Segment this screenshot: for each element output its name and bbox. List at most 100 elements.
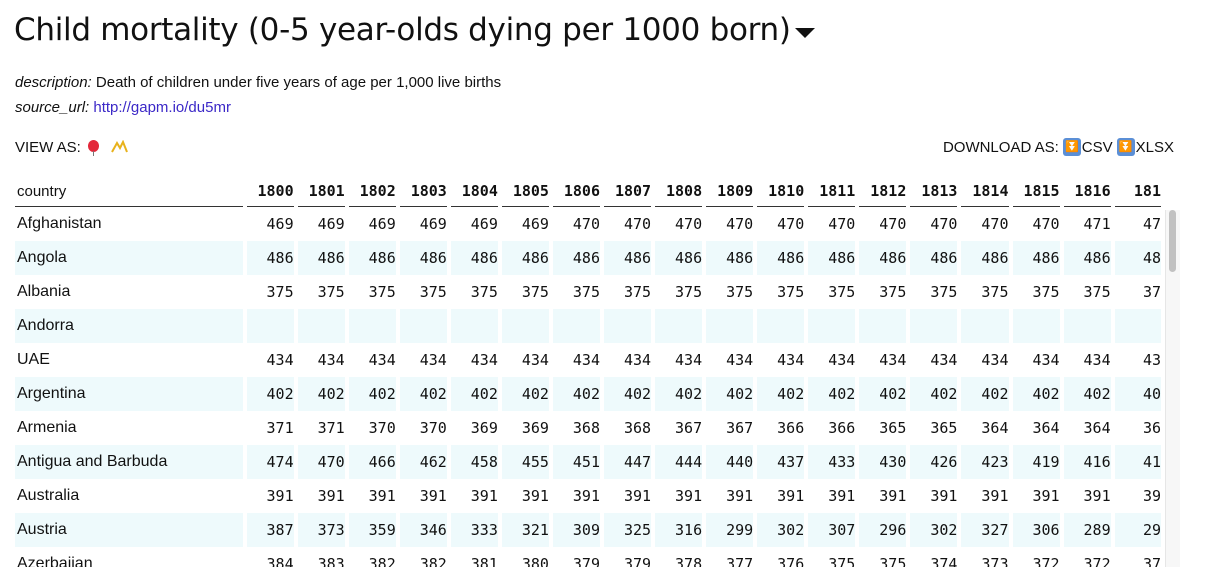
value-cell: 375 xyxy=(572,283,600,301)
year-column-header[interactable]: 1814 xyxy=(961,176,1009,207)
value-cell: 486 xyxy=(348,241,396,275)
value-cell: 391 xyxy=(1032,487,1060,505)
value-cell: 309 xyxy=(552,513,600,547)
table-row: Azerbaijan 384 383 382 382 381 380 379 379 378 377… xyxy=(15,547,1161,567)
value-cell: 375 xyxy=(470,283,498,301)
download-arrow-icon: ⏬ xyxy=(1062,138,1081,156)
balloon-icon[interactable] xyxy=(87,140,99,156)
value-cell: 434 xyxy=(419,351,447,369)
value-cell: 375 xyxy=(419,283,447,301)
year-column-header[interactable]: 1803 xyxy=(399,176,447,207)
value-cell: 470 xyxy=(777,215,805,233)
value-cell: 402 xyxy=(961,377,1009,411)
table-row: Angola 486 486 486 486 486 486 486 486 486 486 486 4… xyxy=(15,241,1161,275)
value-cell: 486 xyxy=(757,241,805,275)
value-cell: 289 xyxy=(1063,513,1111,547)
graph-icon[interactable] xyxy=(110,140,129,154)
country-column-header[interactable]: country xyxy=(15,176,243,207)
year-column-header[interactable]: 1815 xyxy=(1012,176,1060,207)
vertical-scrollbar[interactable] xyxy=(1165,210,1180,567)
value-cell: 375 xyxy=(675,283,703,301)
value-cell: 402 xyxy=(348,377,396,411)
value-cell: 391 xyxy=(981,487,1009,505)
value-cell: 402 xyxy=(655,377,703,411)
value-cell: 471 xyxy=(1083,215,1111,233)
year-column-header[interactable]: 1812 xyxy=(859,176,907,207)
download-xlsx-button[interactable]: ⏬ XLSX xyxy=(1116,138,1174,156)
value-cell: 402 xyxy=(859,377,907,411)
value-cell xyxy=(655,309,703,343)
value-cell: 469 xyxy=(368,215,396,233)
country-cell: Andorra xyxy=(15,309,243,343)
year-column-header[interactable]: 1811 xyxy=(808,176,856,207)
value-cell: 466 xyxy=(348,445,396,479)
value-cell: 306 xyxy=(1012,513,1060,547)
table-row: Argentina 402 402 402 402 402 402 402 402 402 402 4… xyxy=(15,377,1161,411)
year-column-header[interactable]: 181 xyxy=(1114,176,1161,207)
download-xlsx-label: XLSX xyxy=(1135,138,1174,156)
value-cell: 43 xyxy=(1142,351,1161,369)
value-cell: 370 xyxy=(368,419,396,437)
value-cell: 321 xyxy=(501,513,549,547)
value-cell: 486 xyxy=(552,241,600,275)
value-cell: 434 xyxy=(623,351,652,369)
value-cell: 486 xyxy=(1012,241,1060,275)
country-cell: Angola xyxy=(15,241,243,275)
value-cell: 470 xyxy=(297,445,345,479)
value-cell: 486 xyxy=(655,241,703,275)
value-cell: 486 xyxy=(706,241,754,275)
year-column-header[interactable]: 1802 xyxy=(348,176,396,207)
year-column-header[interactable]: 1801 xyxy=(297,176,345,207)
scrollbar-thumb[interactable] xyxy=(1169,210,1176,272)
value-cell: 391 xyxy=(675,487,703,505)
year-column-header[interactable]: 1809 xyxy=(706,176,754,207)
download-bar: DOWNLOAD AS: ⏬ CSV ⏬ XLSX xyxy=(943,136,1174,158)
year-column-header[interactable]: 1806 xyxy=(552,176,600,207)
value-cell: 391 xyxy=(266,487,294,505)
value-cell: 372 xyxy=(1083,555,1111,567)
value-cell: 375 xyxy=(879,555,907,567)
page-title: Child mortality (0-5 year-olds dying per… xyxy=(14,12,791,48)
value-cell: 365 xyxy=(879,419,907,437)
source-link[interactable]: http://gapm.io/du5mr xyxy=(93,99,231,116)
description-key: description: xyxy=(15,74,92,91)
year-column-header[interactable]: 1800 xyxy=(246,176,294,207)
year-column-header[interactable]: 1808 xyxy=(655,176,703,207)
value-cell: 391 xyxy=(368,487,396,505)
value-cell: 375 xyxy=(726,283,754,301)
value-cell: 470 xyxy=(675,215,703,233)
year-column-header[interactable]: 1816 xyxy=(1063,176,1111,207)
year-column-header[interactable]: 1805 xyxy=(501,176,549,207)
indicator-dropdown-icon[interactable] xyxy=(794,28,815,38)
value-cell xyxy=(808,309,856,343)
value-cell: 426 xyxy=(910,445,958,479)
value-cell: 378 xyxy=(675,555,703,567)
value-cell: 365 xyxy=(930,419,958,437)
value-cell: 434 xyxy=(930,351,958,369)
value-cell xyxy=(1012,309,1060,343)
year-column-header[interactable]: 1807 xyxy=(604,176,652,207)
value-cell: 377 xyxy=(726,555,754,567)
value-cell: 391 xyxy=(572,487,600,505)
year-column-header[interactable]: 1813 xyxy=(910,176,958,207)
table-row: Austria 387 373 359 346 333 321 309 325 316 299 302… xyxy=(15,513,1161,547)
year-column-header[interactable]: 1804 xyxy=(450,176,498,207)
description-text: Death of children under five years of ag… xyxy=(95,74,502,91)
download-arrow-icon: ⏬ xyxy=(1116,138,1135,156)
value-cell: 368 xyxy=(572,419,600,437)
value-cell: 437 xyxy=(757,445,805,479)
value-cell: 434 xyxy=(266,351,294,369)
value-cell: 486 xyxy=(450,241,498,275)
country-cell: Austria xyxy=(15,513,243,547)
value-cell: 469 xyxy=(266,215,294,233)
value-cell: 36 xyxy=(1142,419,1161,437)
download-csv-button[interactable]: ⏬ CSV xyxy=(1062,138,1113,156)
value-cell: 41 xyxy=(1114,445,1161,479)
value-cell: 372 xyxy=(1032,555,1060,567)
value-cell: 368 xyxy=(623,419,652,437)
year-column-header[interactable]: 1810 xyxy=(757,176,805,207)
table-row: Andorra xyxy=(15,309,1161,343)
value-cell: 402 xyxy=(501,377,549,411)
value-cell: 375 xyxy=(1032,283,1060,301)
value-cell: 316 xyxy=(655,513,703,547)
